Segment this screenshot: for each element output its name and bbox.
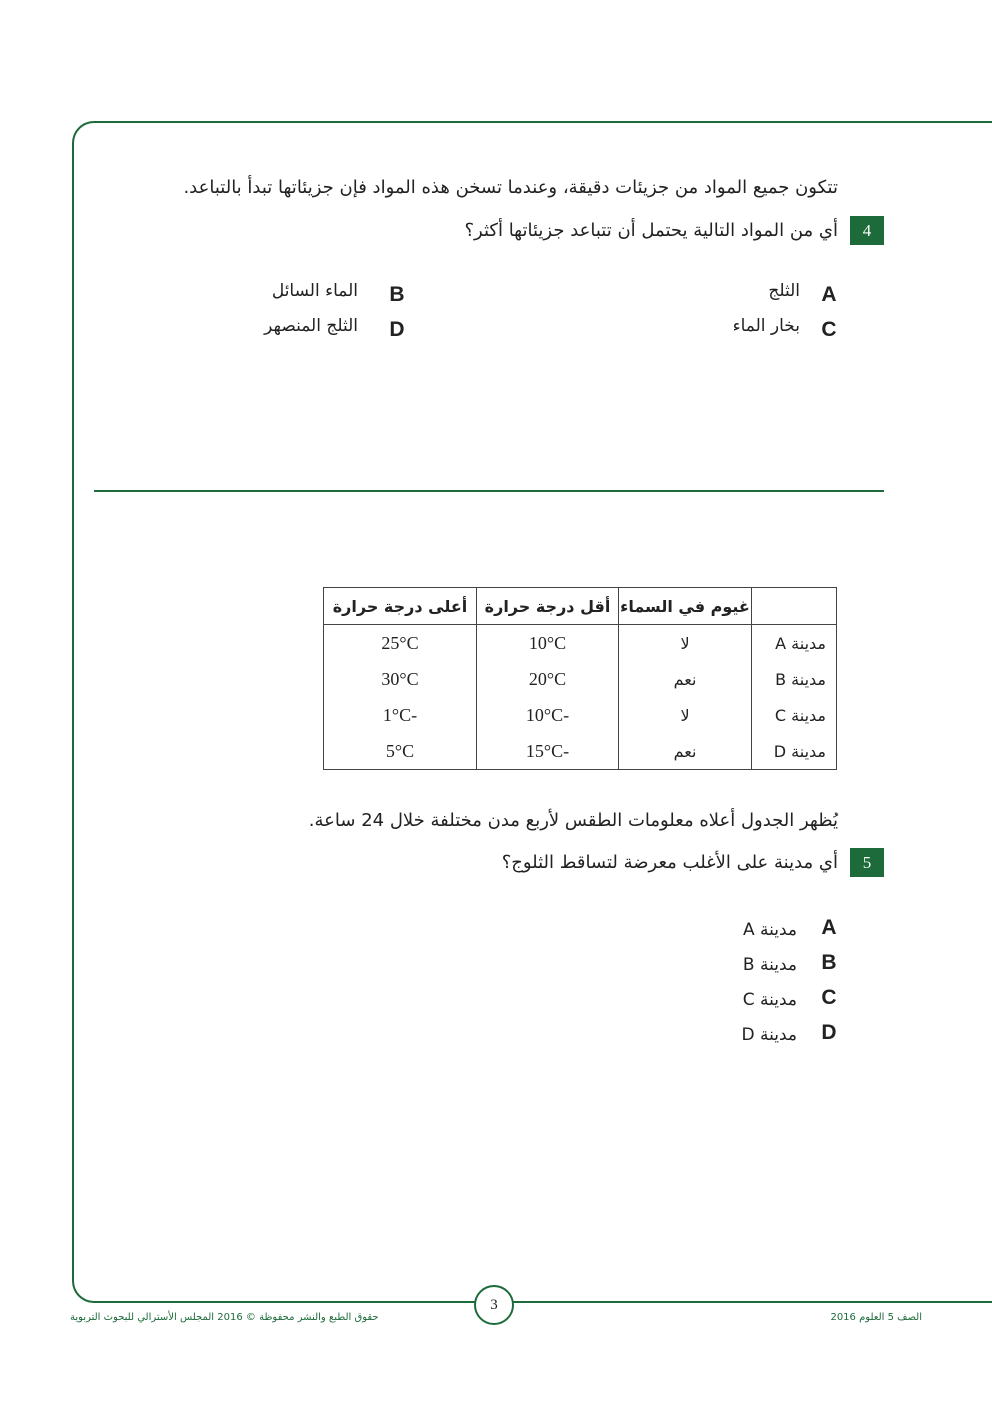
section-divider: [94, 490, 884, 492]
q5-number-badge: 5: [850, 848, 884, 877]
table-row: مدينة D نعم -15°C 5°C: [323, 733, 837, 770]
q4-number-badge: 4: [850, 216, 884, 245]
table-cell: -15°C: [476, 733, 619, 770]
table-header: أقل درجة حرارة: [476, 587, 619, 625]
q4-option-c-text[interactable]: بخار الماء: [732, 316, 800, 336]
q4-option-d-text[interactable]: الثلج المنصهر: [264, 316, 358, 336]
q5-option-a-letter[interactable]: A: [821, 916, 837, 939]
q4-option-d-letter[interactable]: D: [389, 318, 405, 341]
table-header: أعلى درجة حرارة: [323, 587, 477, 625]
table-cell: -10°C: [476, 697, 619, 733]
weather-table: غيوم في السماء أقل درجة حرارة أعلى درجة …: [323, 587, 837, 770]
table-cell: مدينة C: [751, 697, 837, 733]
table-cell: لا: [618, 697, 752, 733]
q5-intro: يُظهر الجدول أعلاه معلومات الطقس لأربع م…: [308, 810, 838, 831]
page-frame: [72, 121, 992, 1303]
q5-option-b-text[interactable]: مدينة B: [742, 955, 797, 975]
table-cell: 10°C: [476, 624, 619, 661]
table-cell: 30°C: [323, 661, 477, 697]
table-row: مدينة C لا -10°C -1°C: [323, 697, 837, 733]
footer-copyright: حقوق الطبع والنشر محفوظة © 2016 المجلس ا…: [70, 1312, 379, 1323]
table-cell: لا: [618, 624, 752, 661]
table-row: مدينة B نعم 20°C 30°C: [323, 661, 837, 697]
table-header: غيوم في السماء: [618, 587, 752, 625]
q4-option-b-text[interactable]: الماء السائل: [271, 281, 358, 301]
q4-option-b-letter[interactable]: B: [389, 283, 405, 306]
table-cell: نعم: [618, 661, 752, 697]
q5-option-d-text[interactable]: مدينة D: [741, 1025, 797, 1045]
table-cell: 25°C: [323, 624, 477, 661]
q4-option-a-text[interactable]: الثلج: [768, 281, 800, 301]
q5-option-c-text[interactable]: مدينة C: [742, 990, 797, 1010]
q5-option-c-letter[interactable]: C: [821, 986, 837, 1009]
table-cell: مدينة A: [751, 624, 837, 661]
table-cell: -1°C: [323, 697, 477, 733]
table-header: [751, 587, 837, 625]
table-cell: 5°C: [323, 733, 477, 770]
table-cell: نعم: [618, 733, 752, 770]
q4-option-c-letter[interactable]: C: [821, 318, 837, 341]
table-cell: مدينة B: [751, 661, 837, 697]
q5-option-d-letter[interactable]: D: [821, 1021, 837, 1044]
q5-option-b-letter[interactable]: B: [821, 951, 837, 974]
q4-intro: تتكون جميع المواد من جزيئات دقيقة، وعندم…: [183, 177, 838, 198]
footer-grade-subject: الصف 5 العلوم 2016: [830, 1312, 922, 1323]
q4-option-a-letter[interactable]: A: [821, 283, 837, 306]
q4-question: أي من المواد التالية يحتمل أن تتباعد جزي…: [464, 220, 838, 241]
table-row: مدينة A لا 10°C 25°C: [323, 624, 837, 661]
table-cell: مدينة D: [751, 733, 837, 770]
q5-question: أي مدينة على الأغلب معرضة لتساقط الثلوج؟: [501, 852, 838, 873]
table-header-row: غيوم في السماء أقل درجة حرارة أعلى درجة …: [323, 587, 837, 625]
table-cell: 20°C: [476, 661, 619, 697]
page-number: 3: [474, 1285, 514, 1325]
q5-option-a-text[interactable]: مدينة A: [742, 920, 797, 940]
